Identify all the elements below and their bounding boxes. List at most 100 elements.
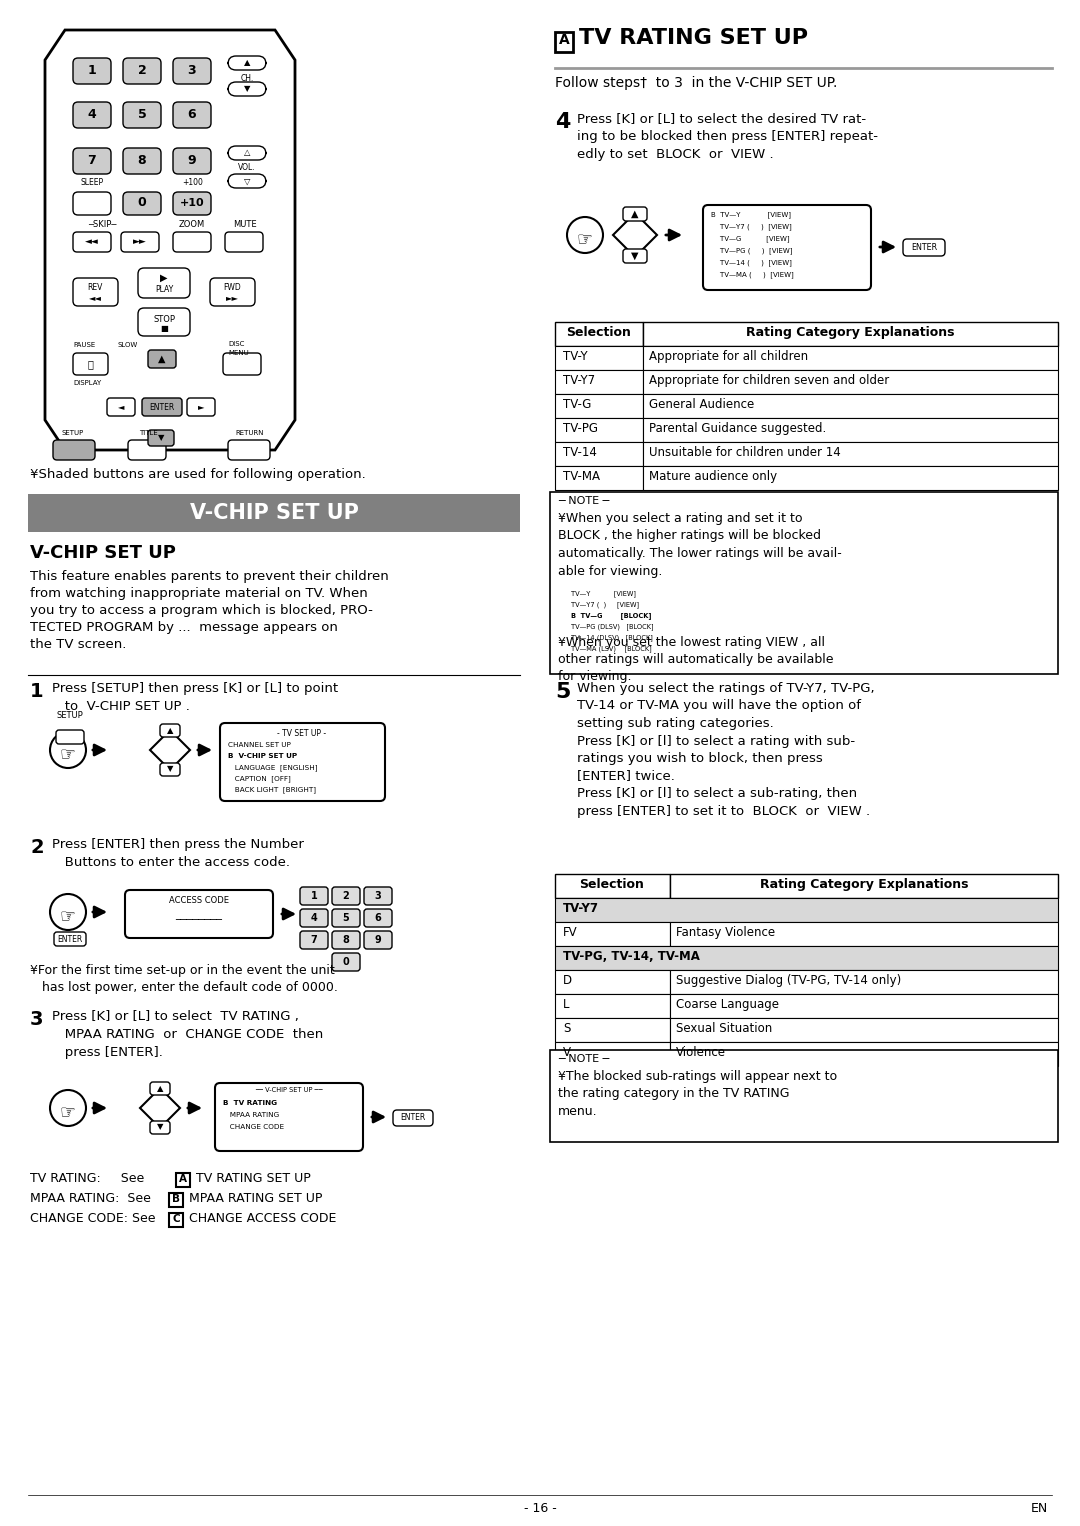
FancyBboxPatch shape (228, 56, 266, 70)
Text: B  TV—G        [BLOCK]: B TV—G [BLOCK] (571, 612, 651, 620)
Text: TV-14: TV-14 (563, 446, 597, 459)
Bar (670, 1042, 1058, 1067)
Text: ◄◄: ◄◄ (89, 293, 102, 302)
Bar (670, 971, 1058, 993)
Bar (28, 494, 519, 533)
Text: Appropriate for children seven and older: Appropriate for children seven and older (649, 374, 889, 388)
Text: TV-Y: TV-Y (563, 349, 588, 363)
FancyBboxPatch shape (123, 58, 161, 84)
Text: ENTER: ENTER (401, 1114, 426, 1123)
FancyBboxPatch shape (141, 398, 183, 417)
FancyBboxPatch shape (150, 1082, 170, 1096)
Bar (670, 1018, 1058, 1042)
Text: PLAY: PLAY (154, 285, 173, 295)
Text: ▽: ▽ (244, 177, 251, 186)
FancyBboxPatch shape (138, 269, 190, 298)
Text: CH.: CH. (241, 73, 254, 82)
Bar (555, 922, 670, 946)
Text: Unsuitable for children under 14: Unsuitable for children under 14 (649, 446, 840, 459)
Text: 5: 5 (555, 682, 570, 702)
Bar (643, 443, 1058, 465)
Text: Follow steps†  to 3  in the V-CHIP SET UP.: Follow steps† to 3 in the V-CHIP SET UP. (555, 76, 837, 90)
Text: DISPLAY: DISPLAY (73, 380, 102, 386)
Text: ¥For the first time set-up or in the event the unit
   has lost power, enter the: ¥For the first time set-up or in the eve… (30, 964, 338, 993)
Text: PAUSE: PAUSE (73, 342, 95, 348)
Text: 9: 9 (375, 935, 381, 945)
Text: A: A (179, 1173, 187, 1184)
Text: TV—Y7 (     )  [VIEW]: TV—Y7 ( ) [VIEW] (711, 223, 792, 230)
Text: CHANGE CODE: CHANGE CODE (222, 1125, 284, 1129)
Text: MPAA RATING: MPAA RATING (222, 1112, 280, 1119)
Bar (555, 946, 1058, 971)
Text: This feature enables parents to prevent their children
from watching inappropria: This feature enables parents to prevent … (30, 571, 389, 652)
Text: A: A (558, 34, 569, 47)
Text: RETURN: RETURN (235, 430, 265, 436)
Text: ►►: ►► (133, 238, 147, 247)
Text: ACCESS CODE: ACCESS CODE (168, 896, 229, 905)
Text: TV—G           [VIEW]: TV—G [VIEW] (711, 235, 789, 241)
FancyBboxPatch shape (300, 931, 328, 949)
Text: ■: ■ (160, 325, 167, 334)
Text: SLOW: SLOW (117, 342, 137, 348)
Text: 9: 9 (188, 154, 197, 168)
FancyBboxPatch shape (565, 586, 770, 665)
Text: ¥When you set the lowest rating VIEW , all
other ratings will automatically be a: ¥When you set the lowest rating VIEW , a… (558, 636, 834, 684)
FancyBboxPatch shape (56, 729, 84, 745)
FancyBboxPatch shape (173, 58, 211, 84)
FancyBboxPatch shape (123, 192, 161, 215)
Text: 7: 7 (87, 154, 96, 168)
Text: 5: 5 (342, 913, 349, 923)
FancyBboxPatch shape (332, 954, 360, 971)
Text: ── V-CHIP SET UP ──: ── V-CHIP SET UP ── (255, 1087, 323, 1093)
Text: TITLE: TITLE (138, 430, 158, 436)
FancyBboxPatch shape (903, 240, 945, 256)
Text: TV-Y7: TV-Y7 (563, 374, 595, 388)
Text: Mature audience only: Mature audience only (649, 470, 778, 484)
Text: ◄: ◄ (118, 403, 124, 412)
Text: 8: 8 (342, 935, 350, 945)
FancyBboxPatch shape (53, 439, 95, 459)
FancyBboxPatch shape (73, 192, 111, 215)
FancyBboxPatch shape (228, 439, 270, 459)
Text: ►: ► (198, 403, 204, 412)
Text: 2: 2 (342, 891, 349, 900)
Text: General Audience: General Audience (649, 398, 754, 410)
Text: 1: 1 (30, 682, 43, 700)
FancyBboxPatch shape (364, 931, 392, 949)
Text: ▼: ▼ (631, 250, 638, 261)
Text: ZOOM: ZOOM (179, 220, 205, 229)
Text: TV—Y7 (  )     [VIEW]: TV—Y7 ( ) [VIEW] (571, 601, 639, 607)
Text: 6: 6 (188, 108, 197, 122)
Text: REV: REV (87, 284, 103, 293)
Text: △: △ (244, 148, 251, 157)
FancyBboxPatch shape (73, 58, 111, 84)
Text: 3: 3 (375, 891, 381, 900)
FancyBboxPatch shape (173, 148, 211, 174)
Bar (550, 491, 1058, 674)
Text: +100: +100 (183, 179, 203, 188)
Bar (555, 394, 643, 418)
Text: ─ NOTE ─: ─ NOTE ─ (558, 1054, 609, 1064)
FancyBboxPatch shape (148, 349, 176, 368)
FancyBboxPatch shape (222, 353, 261, 375)
Text: ▼: ▼ (158, 433, 164, 443)
Text: ────────: ──────── (175, 916, 222, 925)
Text: Press [K] or [L] to select  TV RATING ,
   MPAA RATING  or  CHANGE CODE  then
  : Press [K] or [L] to select TV RATING , M… (52, 1010, 323, 1059)
Text: ENTER: ENTER (149, 403, 175, 412)
Text: CAPTION  [OFF]: CAPTION [OFF] (228, 775, 291, 781)
Text: Fantasy Violence: Fantasy Violence (676, 926, 775, 938)
Bar (555, 874, 670, 897)
Text: EN: EN (1030, 1502, 1048, 1515)
Text: VOL.: VOL. (239, 163, 256, 172)
Text: TV—Y           [VIEW]: TV—Y [VIEW] (571, 591, 636, 597)
Text: S: S (563, 1022, 570, 1035)
FancyBboxPatch shape (150, 1122, 170, 1134)
Text: +10: +10 (179, 198, 204, 208)
Text: TV RATING:     See: TV RATING: See (30, 1172, 145, 1186)
Bar (643, 346, 1058, 369)
Text: 1: 1 (87, 64, 96, 78)
FancyBboxPatch shape (228, 146, 266, 160)
Text: Sexual Situation: Sexual Situation (676, 1022, 772, 1035)
FancyBboxPatch shape (125, 890, 273, 938)
Text: ▼: ▼ (166, 765, 173, 774)
